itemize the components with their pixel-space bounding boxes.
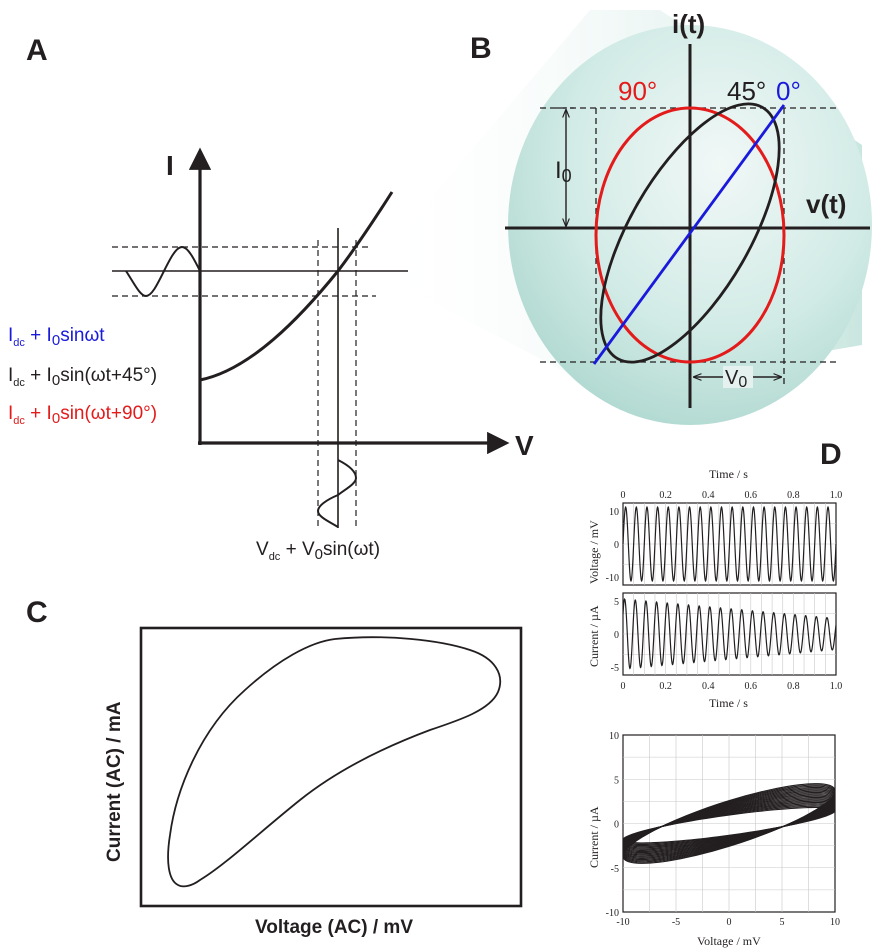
d-current-ylabel: Current / µA: [587, 605, 601, 667]
xtick-label: 1.0: [830, 681, 843, 692]
d-top-tick-labels: 0 0.2 0.4 0.6 0.8 1.0: [621, 490, 843, 501]
xtick-label: 0: [621, 490, 626, 501]
panel-letter-d: D: [820, 438, 842, 471]
xtick-label: 0.4: [702, 490, 715, 501]
xtick-label: 0.8: [787, 490, 800, 501]
ytick-label: 5: [614, 775, 619, 786]
b-i0-label: I0: [555, 157, 572, 186]
ytick-label: 0: [614, 540, 619, 551]
d-bottom-tick-labels: 0 0.2 0.4 0.6 0.8 1.0: [621, 681, 843, 692]
d-voltage-signal: [622, 505, 837, 583]
b-angle-90: 90°: [618, 76, 657, 106]
xtick-label: 0.6: [745, 681, 758, 692]
ytick-label: -5: [611, 864, 619, 875]
ytick-label: -10: [606, 573, 619, 584]
c-lissajous-curve: [167, 636, 502, 888]
d-voltage-chart: 10 0 -10 Voltage / mV: [587, 502, 837, 586]
b-v0-label: V0: [725, 367, 747, 391]
b-angle-45: 45°: [727, 76, 766, 106]
xtick-label: 0.2: [659, 490, 672, 501]
panel-letter-a: A: [26, 34, 48, 67]
c-y-axis-label: Current (AC) / mA: [104, 701, 125, 862]
xtick-label: 5: [780, 917, 785, 928]
xtick-label: 10: [830, 917, 840, 928]
d-voltage-ytick-labels: 10 0 -10: [606, 507, 619, 584]
xtick-label: 0.2: [659, 681, 672, 692]
panel-c: Current (AC) / mA Voltage (AC) / mV: [104, 626, 523, 938]
xtick-label: -10: [616, 917, 629, 928]
panel-b: I0 V0 i(t) v(t) 90° 45° 0°: [370, 9, 872, 425]
d-lissajous-chart: 10 5 0 -5 -10 -10 -5 0 5 10 Current / µA Voltage…: [587, 731, 840, 948]
c-x-axis-label: Voltage (AC) / mV: [255, 917, 413, 938]
d-bottom-time-title: Time / s: [709, 696, 748, 710]
xtick-label: 0.8: [787, 681, 800, 692]
ytick-label: 10: [609, 507, 619, 518]
panel-a: I V Idc + I0sinωt Idc + I0sin(ωt+45°) Id…: [8, 147, 534, 563]
b-blue-line-0deg: [592, 104, 786, 365]
b-black-ellipse-45deg: [599, 102, 781, 364]
a-eq-blue: Idc + I0sinωt: [8, 325, 105, 349]
ytick-label: -5: [611, 663, 619, 674]
d-current-ytick-labels: 5 0 -5: [611, 597, 619, 674]
ytick-label: 0: [614, 820, 619, 831]
d-current-grid: [623, 593, 836, 675]
b-i-axis-label: i(t): [672, 9, 705, 39]
d-lissajous-xtick-labels: -10 -5 0 5 10: [616, 917, 840, 928]
a-voltage-eq: Vdc + V0sin(ωt): [256, 539, 380, 563]
lissajous-loop: [622, 806, 836, 844]
xtick-label: 0.6: [745, 490, 758, 501]
c-plot-frame: [139, 626, 523, 908]
d-lissajous-loops: [622, 783, 836, 864]
xtick-label: 0: [621, 681, 626, 692]
a-voltage-sine: [316, 459, 358, 528]
a-v-axis-label: V: [515, 430, 534, 461]
xtick-label: 1.0: [830, 490, 843, 501]
d-current-chart: 5 0 -5 Current / µA: [587, 592, 837, 676]
a-eq-red: Idc + I0sin(ωt+90°): [8, 403, 157, 427]
ytick-label: -10: [606, 908, 619, 919]
xtick-label: -5: [672, 917, 680, 928]
a-eq-black: Idc + I0sin(ωt+45°): [8, 365, 157, 389]
a-i-axis-label: I: [166, 150, 174, 181]
ytick-label: 5: [614, 597, 619, 608]
panel-letter-b: B: [470, 32, 492, 65]
panel-d: Time / s 0 0.2 0.4 0.6 0.8 1.0 100-10 Voltage…: [587, 467, 842, 948]
a-iv-curve: [199, 191, 394, 382]
a-current-sine: [125, 245, 201, 298]
b-angle-0: 0°: [776, 76, 801, 106]
b-v-axis-label: v(t): [806, 189, 846, 219]
d-current-signal: [622, 598, 837, 670]
ytick-label: 0: [614, 630, 619, 641]
panel-letter-c: C: [26, 596, 48, 629]
xtick-label: 0.4: [702, 681, 715, 692]
b-red-circle-90deg: [594, 106, 786, 364]
ytick-label: 10: [609, 731, 619, 742]
xtick-label: 0: [727, 917, 732, 928]
d-voltage-ylabel: Voltage / mV: [587, 520, 601, 584]
d-top-time-title: Time / s: [709, 467, 748, 481]
d-lissajous-xlabel: Voltage / mV: [697, 934, 761, 948]
d-lissajous-ytick-labels: 10 5 0 -5 -10: [606, 731, 619, 919]
d-lissajous-ylabel: Current / µA: [587, 806, 601, 868]
